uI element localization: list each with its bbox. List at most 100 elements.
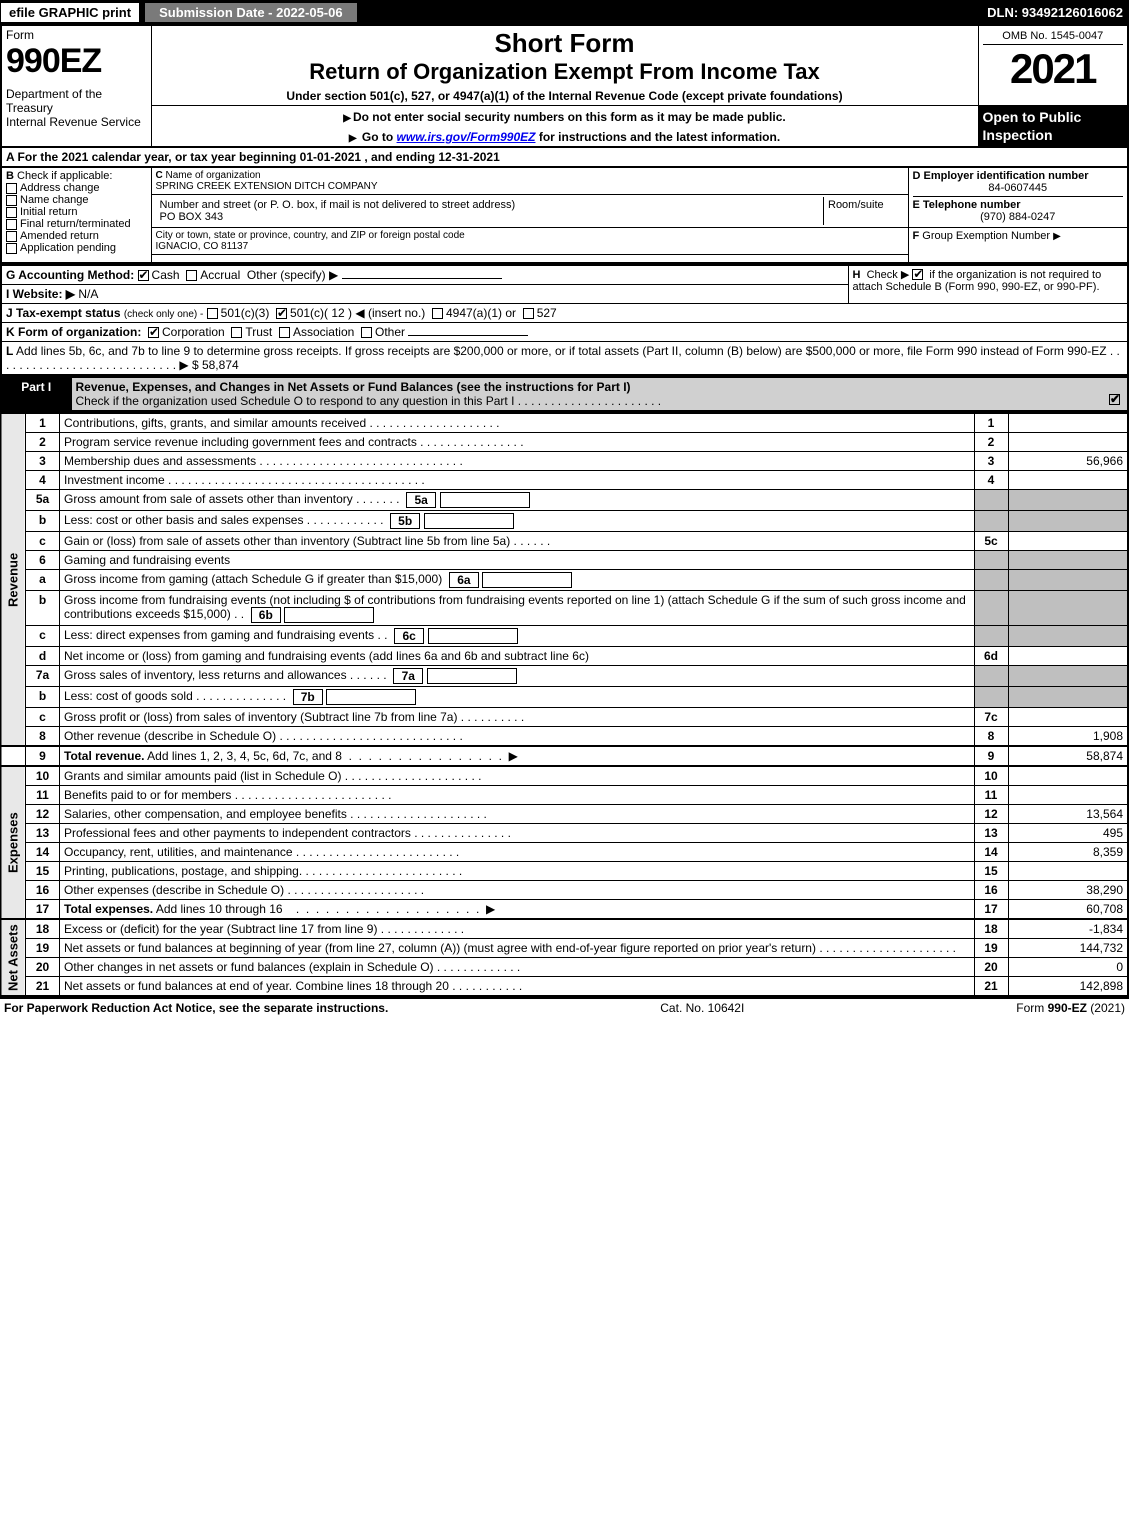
city-label: City or town, state or province, country… bbox=[156, 230, 465, 241]
line-14-amtno: 14 bbox=[974, 842, 1008, 861]
line-7c-amtno: 7c bbox=[974, 707, 1008, 726]
line-19-amtno: 19 bbox=[974, 938, 1008, 957]
line-15-val bbox=[1008, 861, 1128, 880]
line-12-desc: Salaries, other compensation, and employ… bbox=[60, 804, 975, 823]
line-7b-desc: Less: cost of goods sold . . . . . . . .… bbox=[60, 686, 975, 707]
sub-7a-val bbox=[427, 668, 517, 684]
sub-6a-val bbox=[482, 572, 572, 588]
line-9-amtno: 9 bbox=[974, 746, 1008, 766]
chk-corp[interactable] bbox=[148, 327, 159, 338]
line-16-no: 16 bbox=[26, 880, 60, 899]
line-5c-no: c bbox=[26, 531, 60, 550]
line-18-amtno: 18 bbox=[974, 919, 1008, 939]
line-8-val: 1,908 bbox=[1008, 726, 1128, 746]
line-1-amtno: 1 bbox=[974, 413, 1008, 433]
chk-schedule-b[interactable] bbox=[912, 269, 923, 280]
line-4-desc: Investment income . . . . . . . . . . . … bbox=[60, 470, 975, 489]
line-20-val: 0 bbox=[1008, 957, 1128, 976]
chk-cash[interactable] bbox=[138, 270, 149, 281]
opt-501c: 501(c)( 12 ) ◀ (insert no.) bbox=[290, 306, 425, 320]
chk-other-org[interactable] bbox=[361, 327, 372, 338]
line-19-val: 144,732 bbox=[1008, 938, 1128, 957]
sub-7a: 7a bbox=[393, 668, 423, 684]
form-header: Form 990EZ Department of the Treasury In… bbox=[0, 24, 1129, 148]
line-18-no: 18 bbox=[26, 919, 60, 939]
expenses-vert-label: Expenses bbox=[1, 766, 26, 919]
chk-4947[interactable] bbox=[432, 308, 443, 319]
efile-print-button[interactable]: efile GRAPHIC print bbox=[0, 2, 140, 23]
street-value: PO BOX 343 bbox=[160, 211, 224, 223]
line-5a-grey bbox=[974, 489, 1008, 510]
goto-link[interactable]: www.irs.gov/Form990EZ bbox=[397, 130, 536, 144]
section-j-sub: (check only one) - bbox=[124, 309, 203, 320]
chk-app-pending-label: Application pending bbox=[20, 242, 116, 254]
line-8-desc: Other revenue (describe in Schedule O) .… bbox=[60, 726, 975, 746]
chk-address-change-label: Address change bbox=[20, 182, 100, 194]
section-k-label: K Form of organization: bbox=[6, 325, 141, 339]
line-21-amtno: 21 bbox=[974, 976, 1008, 996]
line-1-no: 1 bbox=[26, 413, 60, 433]
opt-4947: 4947(a)(1) or bbox=[446, 306, 516, 320]
sub-5a-val bbox=[440, 492, 530, 508]
other-specify-label: Other (specify) bbox=[247, 268, 326, 282]
line-15-amtno: 15 bbox=[974, 861, 1008, 880]
short-form-title: Short Form bbox=[156, 28, 974, 59]
line-5b-no: b bbox=[26, 510, 60, 531]
chk-initial-return[interactable]: Initial return bbox=[6, 206, 147, 218]
line-6b-no: b bbox=[26, 590, 60, 625]
line-5c-desc: Gain or (loss) from sale of assets other… bbox=[60, 531, 975, 550]
chk-name-change[interactable]: Name change bbox=[6, 194, 147, 206]
open-to-public: Open to Public Inspection bbox=[978, 106, 1128, 148]
section-h-pre: Check ▶ bbox=[867, 269, 910, 281]
chk-amended[interactable]: Amended return bbox=[6, 230, 147, 242]
opt-527: 527 bbox=[537, 306, 557, 320]
line-10-amtno: 10 bbox=[974, 766, 1008, 786]
chk-assoc[interactable] bbox=[279, 327, 290, 338]
org-name: SPRING CREEK EXTENSION DITCH COMPANY bbox=[156, 181, 378, 192]
section-f-pre: F bbox=[913, 230, 920, 242]
chk-trust[interactable] bbox=[231, 327, 242, 338]
website-value: N/A bbox=[78, 287, 98, 301]
section-l-label: L bbox=[6, 344, 13, 358]
sub-5b-val bbox=[424, 513, 514, 529]
dept-treasury: Department of the Treasury bbox=[6, 87, 147, 115]
line-18-desc: Excess or (deficit) for the year (Subtra… bbox=[60, 919, 975, 939]
line-2-val bbox=[1008, 432, 1128, 451]
chk-name-change-label: Name change bbox=[20, 194, 89, 206]
corp-label: Corporation bbox=[162, 325, 225, 339]
page-footer: For Paperwork Reduction Act Notice, see … bbox=[0, 997, 1129, 1017]
chk-501c[interactable] bbox=[276, 308, 287, 319]
chk-501c3[interactable] bbox=[207, 308, 218, 319]
line-10-val bbox=[1008, 766, 1128, 786]
line-2-desc: Program service revenue including govern… bbox=[60, 432, 975, 451]
line-2-no: 2 bbox=[26, 432, 60, 451]
line-5b-desc: Less: cost or other basis and sales expe… bbox=[60, 510, 975, 531]
line-5a-no: 5a bbox=[26, 489, 60, 510]
line-3-amtno: 3 bbox=[974, 451, 1008, 470]
line-16-val: 38,290 bbox=[1008, 880, 1128, 899]
part-1-header: Part I Revenue, Expenses, and Changes in… bbox=[0, 376, 1129, 412]
line-6d-val bbox=[1008, 646, 1128, 665]
chk-accrual[interactable] bbox=[186, 270, 197, 281]
line-6a-desc: Gross income from gaming (attach Schedul… bbox=[60, 569, 975, 590]
sub-7b: 7b bbox=[293, 689, 323, 705]
street-label: Number and street (or P. O. box, if mail… bbox=[160, 199, 516, 211]
chk-initial-return-label: Initial return bbox=[20, 206, 77, 218]
line-15-desc: Printing, publications, postage, and shi… bbox=[60, 861, 975, 880]
line-17-no: 17 bbox=[26, 899, 60, 919]
line-13-no: 13 bbox=[26, 823, 60, 842]
chk-app-pending[interactable]: Application pending bbox=[6, 242, 147, 254]
part-1-title: Revenue, Expenses, and Changes in Net As… bbox=[71, 377, 1128, 411]
line-14-val: 8,359 bbox=[1008, 842, 1128, 861]
chk-address-change[interactable]: Address change bbox=[6, 182, 147, 194]
section-i-label: I Website: ▶ bbox=[6, 287, 75, 301]
chk-final-return[interactable]: Final return/terminated bbox=[6, 218, 147, 230]
part-1-check-text: Check if the organization used Schedule … bbox=[76, 394, 662, 408]
section-g-label: G Accounting Method: bbox=[6, 268, 134, 282]
chk-schedule-o[interactable] bbox=[1109, 394, 1120, 405]
section-a: A For the 2021 calendar year, or tax yea… bbox=[0, 148, 1129, 166]
line-12-no: 12 bbox=[26, 804, 60, 823]
line-9-no: 9 bbox=[26, 746, 60, 766]
chk-527[interactable] bbox=[523, 308, 534, 319]
line-7b-no: b bbox=[26, 686, 60, 707]
